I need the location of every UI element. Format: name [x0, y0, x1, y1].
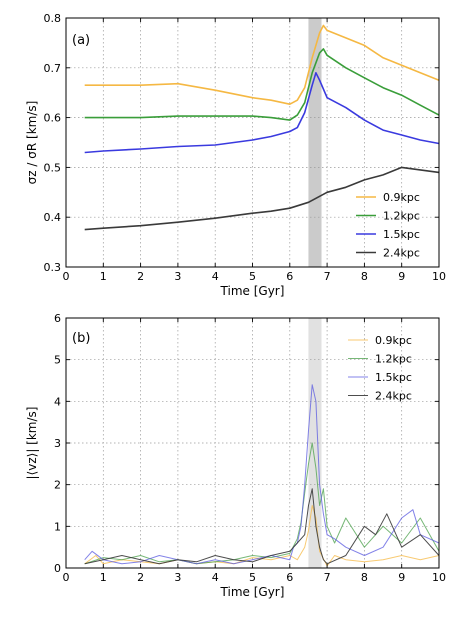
x-tick-label: 3 — [174, 571, 181, 584]
shaded-band — [308, 18, 322, 267]
y-axis-label: σz / σR [km/s] — [25, 101, 39, 185]
series-line-2.4kpc — [84, 166, 440, 231]
y-tick-label: 0.5 — [44, 161, 62, 174]
series-line-2.4kpc — [84, 488, 440, 565]
legend-label-0.9kpc: 0.9kpc — [375, 334, 412, 347]
x-tick-label: 8 — [361, 270, 368, 283]
legend-label-1.5kpc: 1.5kpc — [375, 371, 412, 384]
y-tick-label: 0 — [54, 562, 61, 575]
legend-label-2.4kpc: 2.4kpc — [375, 390, 412, 403]
legend: 0.9kpc 1.2kpc 1.5kpc 2.4kpc — [356, 191, 420, 260]
series-line-0.9kpc — [84, 24, 440, 105]
x-tick-label: 5 — [249, 270, 256, 283]
x-tick-label: 9 — [398, 571, 405, 584]
y-axis-label: |⟨vz⟩| [km/s] — [25, 407, 39, 480]
x-tick-label: 9 — [398, 270, 405, 283]
legend-label-1.5kpc: 1.5kpc — [383, 228, 420, 241]
y-tick-label: 1 — [54, 520, 61, 533]
y-tick-label: 0.4 — [44, 211, 62, 224]
y-tick-label: 0.3 — [44, 261, 62, 274]
x-tick-label: 7 — [324, 270, 331, 283]
x-axis-label: Time [Gyr] — [220, 585, 285, 599]
series-line-1.5kpc — [84, 72, 440, 154]
y-tick-label: 0.6 — [44, 112, 62, 125]
x-tick-label: 6 — [286, 571, 293, 584]
x-axis-label: Time [Gyr] — [220, 284, 285, 298]
series-line-1.5kpc — [84, 384, 440, 565]
legend-label-1.2kpc: 1.2kpc — [375, 353, 412, 366]
x-tick-label: 10 — [432, 571, 446, 584]
legend: 0.9kpc 1.2kpc 1.5kpc 2.4kpc — [348, 334, 412, 403]
y-tick-label: 3 — [54, 437, 61, 450]
x-tick-label: 3 — [174, 270, 181, 283]
panel-label: (b) — [72, 331, 90, 346]
series-line-1.2kpc — [84, 48, 440, 121]
x-tick-label: 4 — [212, 270, 219, 283]
legend-label-1.2kpc: 1.2kpc — [383, 210, 420, 223]
y-tick-label: 0.8 — [44, 12, 62, 25]
x-tick-label: 1 — [100, 571, 107, 584]
x-tick-label: 10 — [432, 270, 446, 283]
x-tick-label: 4 — [212, 571, 219, 584]
series-line-0.9kpc — [84, 505, 440, 567]
x-tick-label: 7 — [324, 571, 331, 584]
y-tick-label: 6 — [54, 312, 61, 325]
y-tick-label: 5 — [54, 354, 61, 367]
legend-label-0.9kpc: 0.9kpc — [383, 191, 420, 204]
x-tick-label: 2 — [137, 571, 144, 584]
x-tick-label: 0 — [63, 270, 70, 283]
y-tick-label: 2 — [54, 479, 61, 492]
panel-a: 0 1 2 3 4 5 6 7 8 9 10 0.3 0.4 0.5 0.6 0.7 0.8 Time [Gyr]… — [25, 12, 446, 298]
x-tick-label: 1 — [100, 270, 107, 283]
x-tick-label: 6 — [286, 270, 293, 283]
panel-label: (a) — [72, 33, 90, 48]
y-tick-label: 0.7 — [44, 62, 62, 75]
x-tick-label: 2 — [137, 270, 144, 283]
x-tick-label: 5 — [249, 571, 256, 584]
legend-label-2.4kpc: 2.4kpc — [383, 247, 420, 260]
x-tick-label: 0 — [63, 571, 70, 584]
x-tick-label: 8 — [361, 571, 368, 584]
y-tick-label: 4 — [54, 395, 61, 408]
